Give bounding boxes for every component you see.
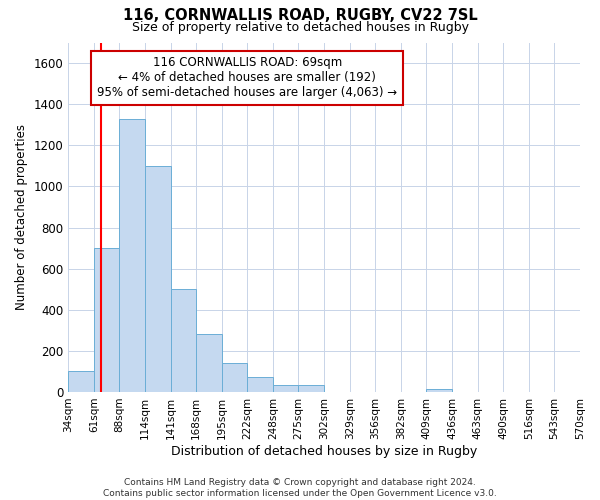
Bar (273, 385, 298, 392)
Text: Size of property relative to detached houses in Rugby: Size of property relative to detached ho… (131, 21, 469, 34)
Bar (298, 385, 324, 392)
Text: 116 CORNWALLIS ROAD: 69sqm
← 4% of detached houses are smaller (192)
95% of semi: 116 CORNWALLIS ROAD: 69sqm ← 4% of detac… (97, 56, 397, 100)
Bar (145, 166, 170, 392)
Bar (94, 248, 119, 392)
Bar (222, 363, 247, 392)
Y-axis label: Number of detached properties: Number of detached properties (15, 124, 28, 310)
Bar (170, 289, 196, 392)
Text: 116, CORNWALLIS ROAD, RUGBY, CV22 7SL: 116, CORNWALLIS ROAD, RUGBY, CV22 7SL (122, 8, 478, 22)
X-axis label: Distribution of detached houses by size in Rugby: Distribution of detached houses by size … (171, 444, 477, 458)
Bar (196, 334, 222, 392)
Bar (247, 376, 273, 392)
Bar (119, 118, 145, 392)
Bar (68, 372, 94, 392)
Bar (427, 389, 452, 392)
Text: Contains HM Land Registry data © Crown copyright and database right 2024.
Contai: Contains HM Land Registry data © Crown c… (103, 478, 497, 498)
